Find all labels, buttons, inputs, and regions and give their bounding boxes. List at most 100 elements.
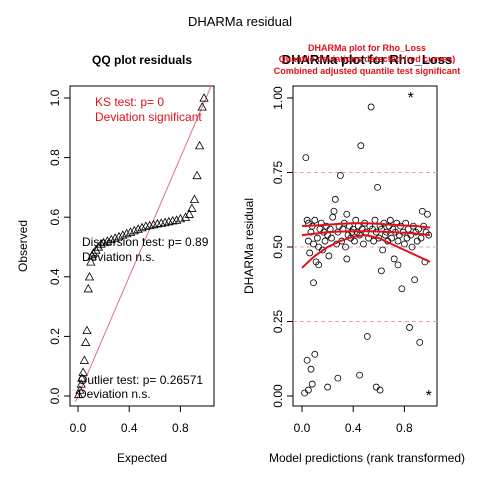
quantile-curve-q0.50 xyxy=(301,230,431,237)
qq-point xyxy=(171,215,182,224)
residual-point xyxy=(390,255,398,263)
residual-point xyxy=(374,183,381,191)
residual-point xyxy=(303,216,311,224)
qq-point xyxy=(91,245,101,254)
ks-test-text: KS test: p= 0 xyxy=(95,95,164,109)
qq-point xyxy=(168,215,178,225)
residual-point xyxy=(379,246,387,254)
quantile-curves xyxy=(301,222,431,269)
qq-point xyxy=(189,194,200,203)
residual-point xyxy=(310,240,317,248)
residual-point xyxy=(376,386,384,394)
qq-point xyxy=(187,203,197,212)
qq-point xyxy=(164,216,174,226)
residual-point xyxy=(308,380,316,388)
residual-point xyxy=(304,386,312,394)
warning-line-2: Quantile deviations detected (red curves… xyxy=(279,54,456,64)
qq-point xyxy=(180,212,191,221)
qq-ytick-label: 0.2 xyxy=(48,328,62,345)
residual-point xyxy=(307,365,315,373)
qq-ytick-label: 0.4 xyxy=(48,268,62,285)
qq-point xyxy=(141,221,151,230)
residual-ytick-label: 0.50 xyxy=(271,235,285,259)
residual-point xyxy=(408,243,416,251)
residual-point xyxy=(319,246,326,254)
qq-point xyxy=(125,227,136,236)
residual-point xyxy=(371,216,379,224)
qq-point xyxy=(129,225,139,235)
qq-point xyxy=(192,170,202,180)
qq-point xyxy=(148,219,159,229)
ks-deviation-text: Deviation significant xyxy=(95,110,202,124)
residual-point xyxy=(418,207,426,215)
residual-point xyxy=(413,237,421,245)
residual-ytick-label: 0.75 xyxy=(271,160,285,184)
outlier-test-text: Outlier test: p= 0.26571 xyxy=(78,373,203,387)
qq-point xyxy=(77,373,87,382)
qq-reference-line xyxy=(74,85,212,403)
residual-point xyxy=(331,195,339,203)
qq-point xyxy=(75,385,85,394)
residual-plot-panel: DHARMa plot for Rho_Loss DHARMa plot for… xyxy=(242,43,465,465)
residual-point xyxy=(367,103,375,111)
residual-point xyxy=(424,210,431,218)
qq-point xyxy=(152,218,163,228)
qq-point xyxy=(160,217,170,227)
residual-point xyxy=(328,234,335,242)
qq-point xyxy=(110,233,120,242)
residual-point xyxy=(357,142,365,150)
qq-plot-panel: QQ plot residuals 0.0 0.4 0.80.00.20.40.60… xyxy=(16,53,215,465)
residual-point xyxy=(406,324,413,331)
qq-xlabel: Expected xyxy=(117,451,167,465)
qq-ytick-label: 0.0 xyxy=(48,387,62,404)
residual-plot-frame xyxy=(292,85,438,407)
residual-point xyxy=(400,240,408,248)
residual-point xyxy=(386,216,394,224)
residual-point xyxy=(325,252,333,260)
residual-ytick-label: 0.25 xyxy=(271,309,285,333)
residual-point xyxy=(388,234,396,242)
residual-point xyxy=(336,172,344,179)
qq-point xyxy=(184,209,195,218)
residual-point xyxy=(304,237,312,245)
residual-point xyxy=(360,240,367,248)
residual-point xyxy=(334,374,342,382)
residual-point xyxy=(363,332,371,340)
qq-point xyxy=(156,218,166,227)
qq-point xyxy=(76,379,86,388)
qq-point xyxy=(106,234,116,244)
residual-ytick-label: 0.00 xyxy=(271,384,285,408)
residual-point xyxy=(417,234,425,242)
outlier-marker: * xyxy=(408,90,414,107)
qq-xtick-label: 0.4 xyxy=(121,421,138,435)
qq-point xyxy=(197,102,207,111)
residual-point xyxy=(377,267,385,275)
residual-point xyxy=(394,237,402,245)
residual-point xyxy=(313,234,321,242)
warning-line-3: Combined adjusted quantile test signific… xyxy=(274,66,461,76)
residual-point xyxy=(303,356,311,364)
residual-point xyxy=(321,237,329,245)
qq-plot-frame xyxy=(69,85,215,407)
residual-xtick-label: 0.8 xyxy=(396,421,413,435)
residual-xtick-label: 0.0 xyxy=(294,421,311,435)
qq-xtick-label: 0.0 xyxy=(70,421,87,435)
qq-point xyxy=(78,367,88,376)
residual-axes: 0.0 0.4 0.8 0.00 0.25 0.50 0.75 1.00 xyxy=(271,86,413,435)
qq-point xyxy=(121,228,132,238)
residual-point xyxy=(398,285,406,293)
qq-point xyxy=(98,237,109,247)
residual-point xyxy=(411,276,419,284)
residual-point xyxy=(372,383,380,391)
residual-point xyxy=(351,237,358,245)
residual-point xyxy=(316,225,324,233)
qq-ytick-label: 0.6 xyxy=(48,209,62,226)
qq-point xyxy=(118,230,128,239)
residual-point xyxy=(311,216,319,224)
qq-point xyxy=(199,93,209,102)
residual-point xyxy=(306,249,314,257)
qq-point xyxy=(79,355,90,364)
residual-point xyxy=(343,255,351,263)
qq-ytick-label: 1.0 xyxy=(48,89,62,106)
